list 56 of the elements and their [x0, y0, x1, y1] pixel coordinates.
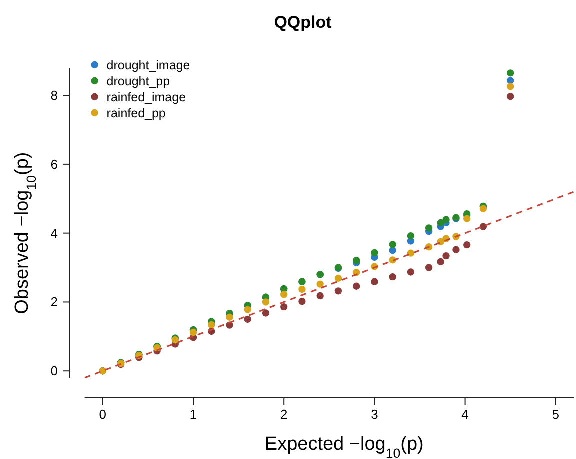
point [506, 83, 514, 90]
point [480, 205, 488, 212]
point [437, 219, 444, 227]
point [280, 291, 288, 298]
point [190, 328, 198, 336]
point [464, 215, 471, 222]
x-tick-label: 1 [190, 407, 198, 422]
point [452, 246, 460, 254]
y-tick-label: 2 [50, 294, 58, 310]
point [334, 288, 342, 295]
chart-title: QQplot [274, 13, 332, 32]
x-tick-label: 3 [371, 407, 378, 422]
legend-label: drought_image [106, 58, 190, 72]
x-axis-title: Expected −log$_{10}$(p) [264, 434, 424, 459]
point [316, 280, 324, 288]
y-tick-label: 6 [50, 156, 58, 172]
point [298, 298, 306, 306]
point [389, 241, 396, 248]
point [506, 92, 514, 100]
legend-label: rainfed_pp [106, 106, 166, 120]
x-tick-label: 4 [462, 407, 469, 422]
y-tick-label: 4 [50, 226, 58, 241]
point [437, 258, 444, 266]
point [262, 310, 270, 317]
y-tick-label: 0 [50, 364, 58, 379]
point [334, 274, 342, 282]
point [280, 303, 288, 311]
legend-label: rainfed_image [106, 90, 186, 104]
point [371, 278, 378, 286]
point [371, 249, 378, 257]
x-tick-label: 5 [552, 407, 560, 422]
point [298, 286, 306, 294]
point [352, 282, 360, 290]
point [506, 70, 514, 77]
point [442, 216, 450, 224]
y-tick-label: 8 [50, 88, 58, 104]
point [407, 250, 415, 257]
x-tick-label: 2 [280, 407, 288, 422]
point [244, 316, 252, 324]
point [389, 246, 396, 254]
point [442, 252, 450, 260]
point [407, 268, 415, 276]
x-tick-label: 0 [99, 407, 107, 422]
point [389, 273, 396, 281]
point [464, 241, 471, 249]
point [425, 224, 433, 232]
point [425, 264, 433, 272]
point [407, 232, 415, 240]
legend-label: drought_pp [106, 74, 170, 88]
point [226, 314, 234, 321]
point [480, 223, 488, 230]
point [352, 256, 360, 264]
point [208, 321, 216, 329]
point [244, 306, 252, 314]
point [262, 298, 270, 306]
point [316, 292, 324, 300]
